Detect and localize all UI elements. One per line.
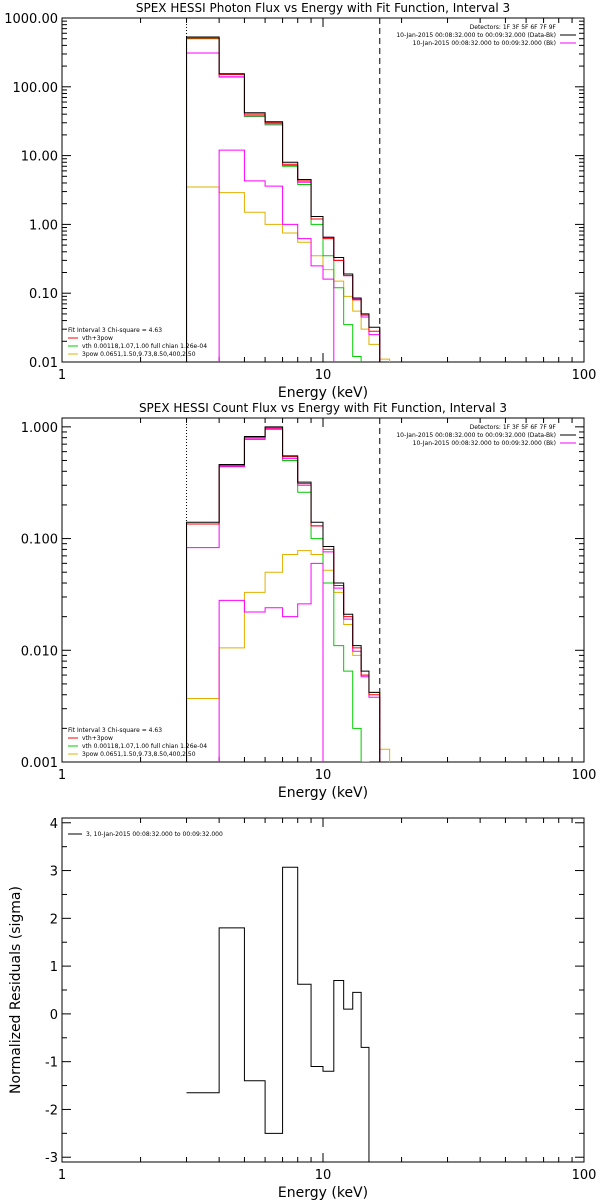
- chart-panel-2: SPEX HESSI Count Flux vs Energy with Fit…: [21, 401, 597, 801]
- series-background: [186, 37, 381, 362]
- y-tick-label: 0.100: [21, 533, 58, 548]
- chart-title: SPEX HESSI Count Flux vs Energy with Fit…: [139, 401, 507, 415]
- legend-left-entry: vth 0.00118,1.07,1.00 full chian 1.26e-0…: [82, 343, 207, 350]
- legend-left-entry: vth+3pow: [82, 335, 113, 342]
- y-tick-label: 2: [50, 912, 58, 927]
- x-axis-label: Energy (keV): [278, 785, 368, 801]
- series-data: [186, 866, 381, 1162]
- x-axis-label: Energy (keV): [278, 1185, 368, 1200]
- series-background: [186, 427, 381, 762]
- chart-title: SPEX HESSI Photon Flux vs Energy with Fi…: [136, 1, 510, 15]
- y-tick-label: 0.10: [29, 287, 58, 302]
- y-tick-label: -2: [45, 1103, 58, 1118]
- chart-panel-3: 1 10 100 Energy (keV) -3 -2 -1 0 1 2 3 4 Normalized …: [8, 817, 596, 1200]
- series-total-fit: [186, 52, 381, 362]
- x-tick-label: 10: [315, 1168, 332, 1183]
- y-tick-label: 0: [50, 1008, 58, 1023]
- series-data: [186, 426, 381, 762]
- legend-left-entry: vth 0.00118,1.07,1.00 full chian 1.26e-0…: [82, 743, 207, 750]
- y-tick-label: 1.00: [29, 218, 58, 233]
- y-tick-label: 4: [50, 817, 58, 832]
- legend-left-entry: Fit Interval 3 Chi-square = 4.63: [68, 327, 162, 334]
- legend-right-entry: 10-Jan-2015 00:08:32.000 to 00:09:32.000…: [396, 32, 556, 39]
- series-data: [186, 36, 381, 362]
- series-thermal: [186, 428, 370, 762]
- y-tick-label: 0.001: [21, 756, 58, 771]
- legend-left-entry: Fit Interval 3 Chi-square = 4.63: [68, 727, 162, 734]
- legend-left-entry: vth+3pow: [82, 735, 113, 742]
- series-total-fit-low: [218, 149, 335, 362]
- series-total-fit: [186, 428, 381, 762]
- x-tick-label: 1: [58, 368, 66, 383]
- y-tick-label: 1: [50, 960, 58, 975]
- x-tick-label: 10: [315, 768, 332, 783]
- x-tick-label: 1: [58, 768, 66, 783]
- legend-left-entry: 3pow 0.0651,1.50,9.73,8.50,400,2.50: [82, 751, 196, 758]
- x-axis-label: Energy (keV): [278, 385, 368, 401]
- series-layer: [186, 426, 391, 762]
- plot-frame: [61, 817, 585, 1163]
- x-tick-label: 100: [572, 768, 597, 783]
- series-layer: [186, 866, 381, 1162]
- y-tick-label: 0.01: [29, 356, 58, 371]
- y-tick-label: 1000.00: [4, 12, 58, 27]
- legend-left-entry: 3, 10-Jan-2015 00:08:32.000 to 00:09:32.…: [86, 831, 223, 838]
- series-total-fit-low: [218, 562, 324, 762]
- x-tick-label: 100: [572, 1168, 597, 1183]
- y-tick-label: -1: [45, 1056, 58, 1071]
- legend-right-entry: 10-Jan-2015 00:08:32.000 to 00:09:32.000…: [413, 40, 556, 47]
- legend-left-entry: 3pow 0.0651,1.50,9.73,8.50,400,2.50: [82, 351, 196, 358]
- y-tick-label: 1.000: [21, 421, 58, 436]
- legend-right-entry: 10-Jan-2015 00:08:32.000 to 00:09:32.000…: [413, 440, 556, 447]
- chart-panel-1: SPEX HESSI Photon Flux vs Energy with Fi…: [4, 1, 596, 401]
- y-tick-label: 10.00: [21, 150, 58, 165]
- plot-frame: [61, 17, 585, 363]
- y-tick-label: 0.010: [21, 644, 58, 659]
- x-tick-label: 10: [315, 368, 332, 383]
- y-tick-label: -3: [45, 1151, 58, 1166]
- legend-right-entry: Detectors: 1F 3F 5F 6F 7F 9F: [470, 24, 557, 31]
- y-axis-label: Normalized Residuals (sigma): [8, 886, 24, 1094]
- y-tick-label: 3: [50, 865, 58, 880]
- series-layer: [186, 36, 391, 362]
- legend-right-entry: Detectors: 1F 3F 5F 6F 7F 9F: [470, 424, 557, 431]
- x-tick-label: 1: [58, 1168, 66, 1183]
- series-thermal: [186, 38, 362, 362]
- legend-right-entry: 10-Jan-2015 00:08:32.000 to 00:09:32.000…: [396, 432, 556, 439]
- y-tick-label: 100.00: [13, 81, 59, 96]
- x-tick-label: 100: [572, 368, 597, 383]
